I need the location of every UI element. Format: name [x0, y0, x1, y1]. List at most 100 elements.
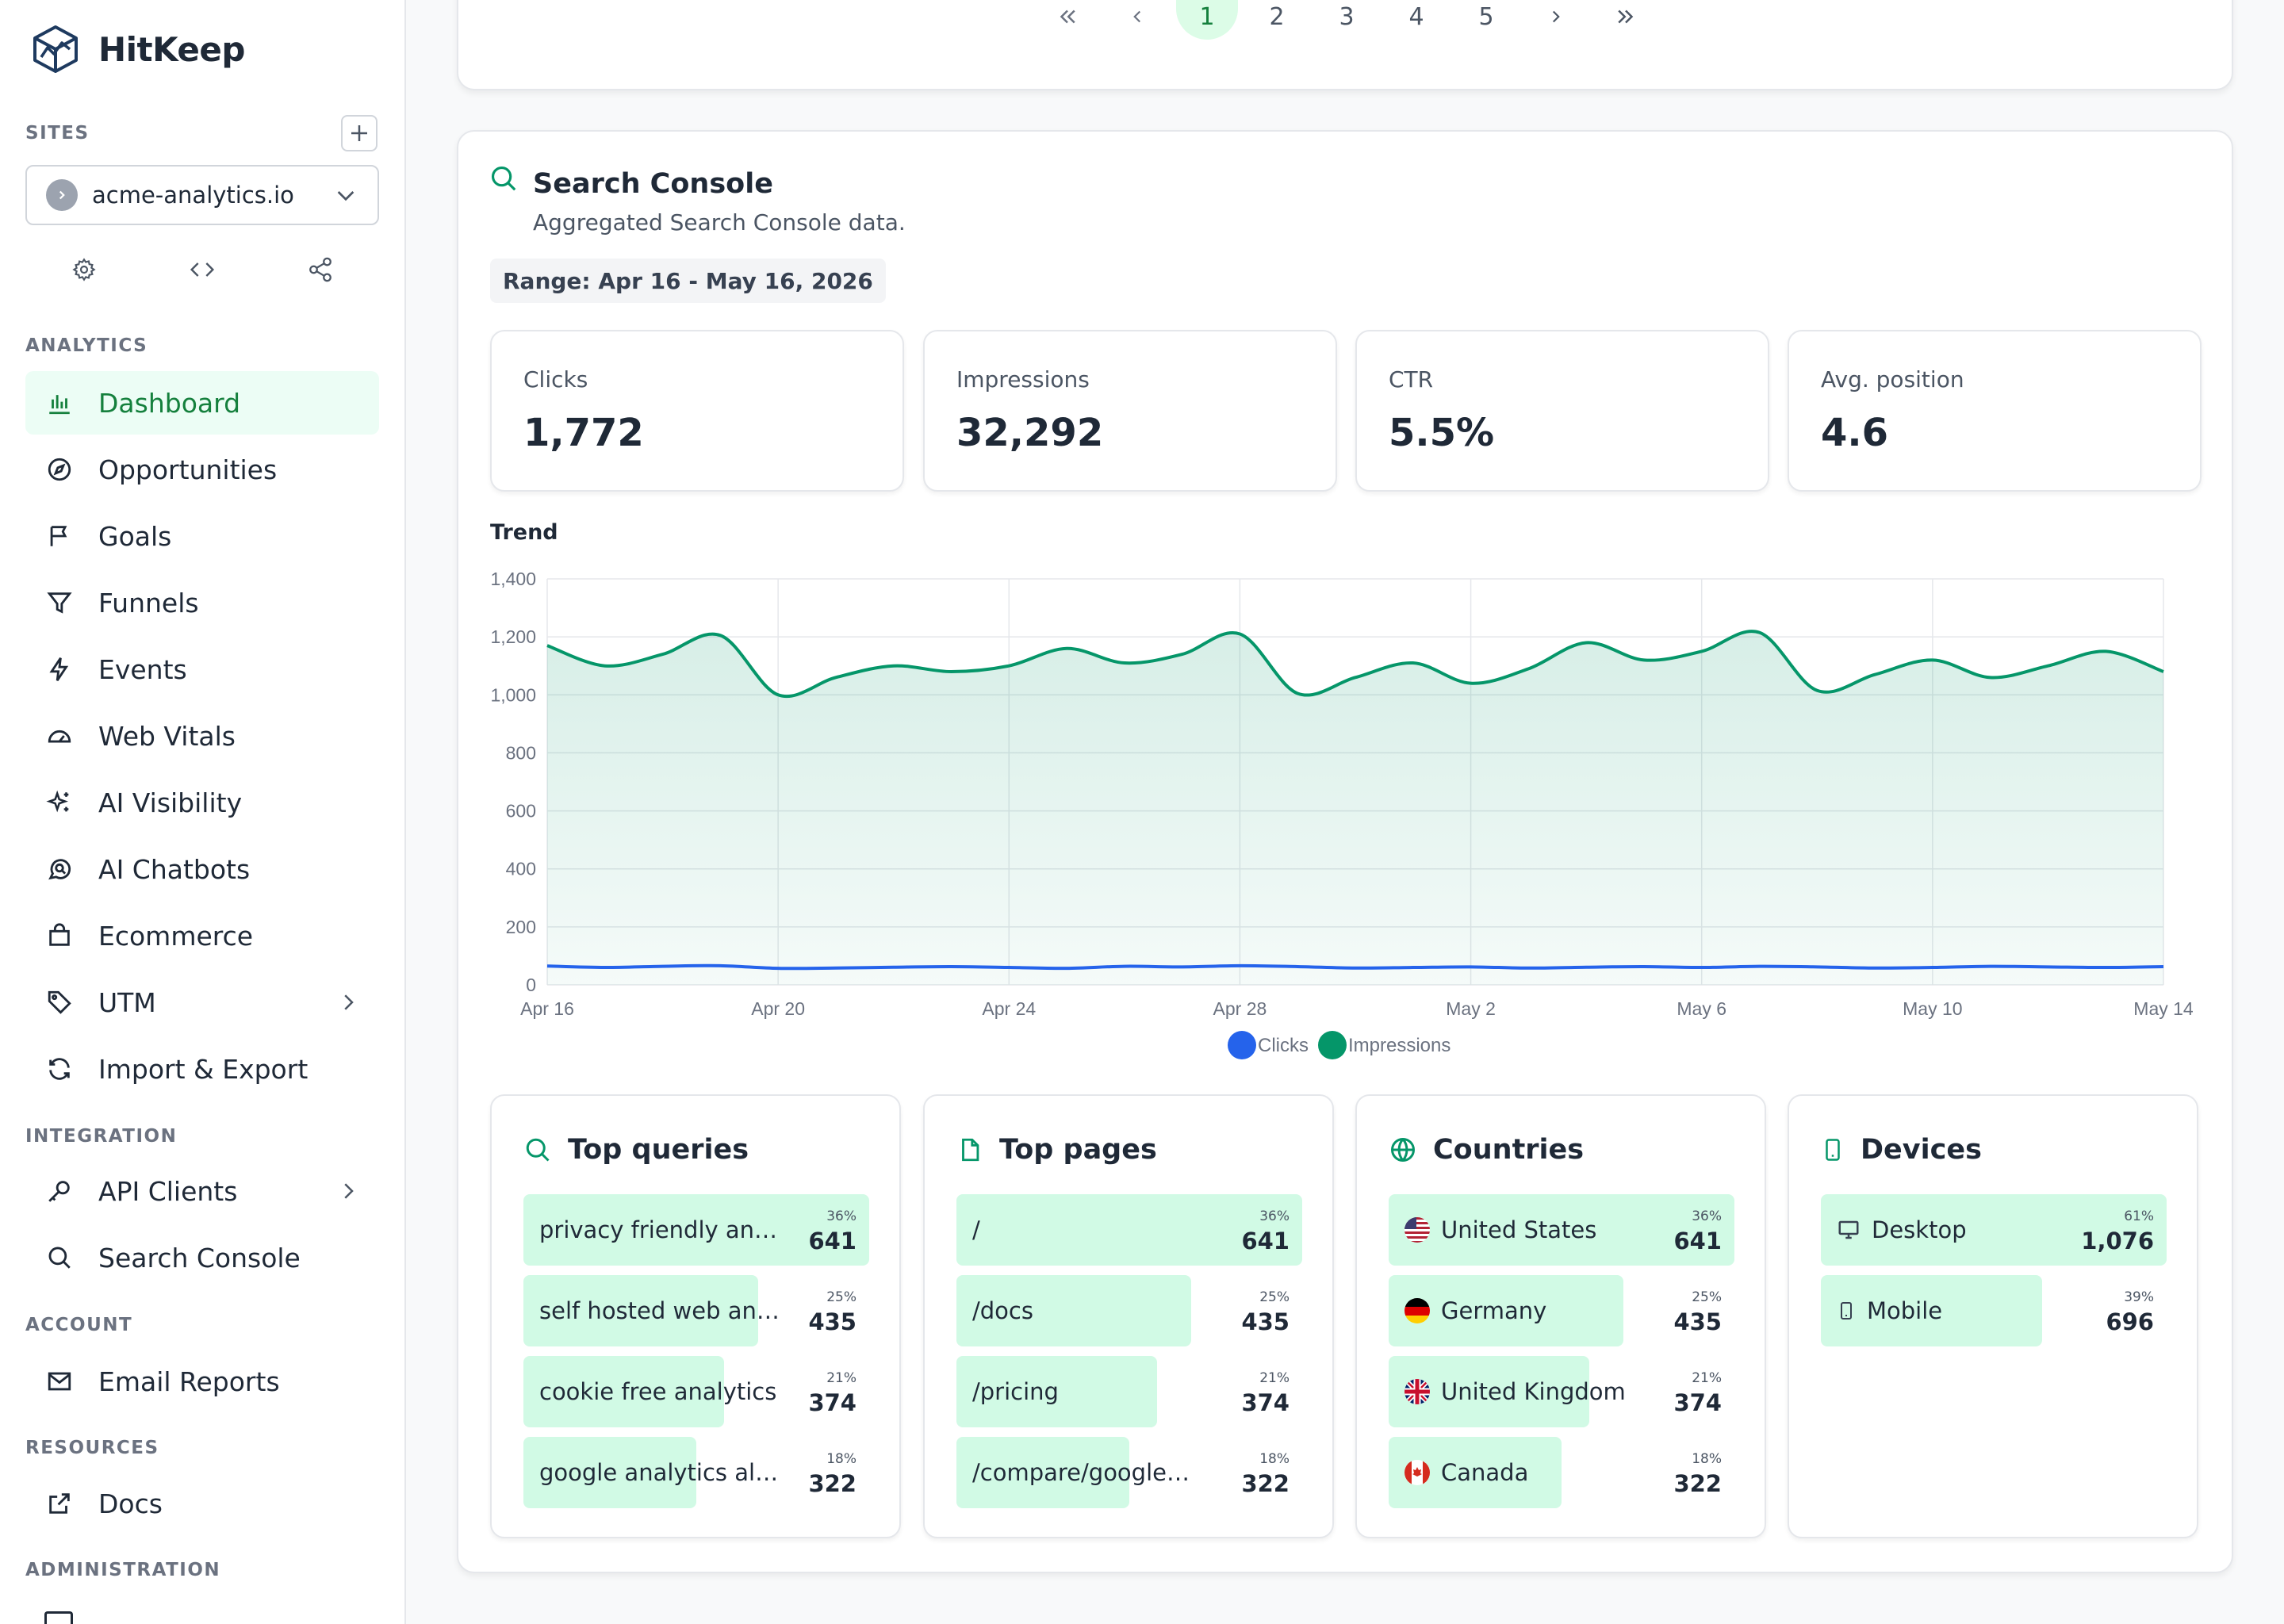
integration-section-label: INTEGRATION: [25, 1126, 178, 1147]
list-item[interactable]: Desktop 61% 1,076: [1821, 1194, 2167, 1266]
page-4-button[interactable]: 4: [1408, 2, 1424, 31]
site-select[interactable]: acme-analytics.io: [25, 165, 379, 225]
row-label: /: [972, 1194, 980, 1266]
row-percent: 36%: [1692, 1208, 1722, 1224]
row-label-text: Canada: [1441, 1459, 1529, 1486]
row-label: /docs: [972, 1275, 1033, 1346]
external-link-icon: [44, 1488, 75, 1519]
share-bar: [1389, 1194, 1734, 1266]
sidebar-item-ai-chatbots[interactable]: AI Chatbots: [25, 837, 379, 901]
list-item[interactable]: Germany 25% 435: [1389, 1275, 1734, 1346]
row-value: 322: [1673, 1470, 1722, 1497]
list-item[interactable]: /docs 25% 435: [956, 1275, 1302, 1346]
list-item[interactable]: Canada 18% 322: [1389, 1437, 1734, 1508]
x-tick-label: Apr 20: [751, 998, 805, 1019]
stat-value: 5.5%: [1389, 411, 1495, 455]
sidebar-item-goals[interactable]: Goals: [25, 504, 379, 568]
code-icon[interactable]: [183, 252, 221, 287]
share-bar: [523, 1275, 759, 1346]
row-percent: 25%: [1259, 1289, 1290, 1305]
first-page-button[interactable]: [1033, 0, 1102, 40]
list-item[interactable]: cookie free analytics 21% 374: [523, 1356, 869, 1427]
list-item[interactable]: Mobile 39% 696: [1821, 1275, 2167, 1346]
last-page-button[interactable]: [1591, 0, 1661, 40]
administration-section-label: ADMINISTRATION: [25, 1560, 221, 1580]
add-site-button[interactable]: [341, 115, 377, 151]
row-value: 374: [1673, 1389, 1722, 1416]
next-page-button[interactable]: [1521, 0, 1591, 40]
search-icon: [489, 163, 519, 193]
share-bar: [523, 1437, 696, 1508]
sidebar-item-dashboard[interactable]: Dashboard: [25, 371, 379, 435]
sidebar-item-events[interactable]: Events: [25, 638, 379, 701]
row-label-text: self hosted web an…: [539, 1297, 780, 1324]
row-value: 374: [808, 1389, 856, 1416]
sidebar-item-ai-visibility[interactable]: AI Visibility: [25, 771, 379, 834]
top-queries-panel: Top queries privacy friendly an… 36% 641 se…: [490, 1094, 901, 1538]
brand[interactable]: HitKeep: [32, 24, 245, 75]
clicks-series-line: [546, 963, 2164, 971]
sidebar: HitKeep SITES acme-analytics.io ANALYTIC…: [0, 0, 406, 1624]
sidebar-item-web-vitals[interactable]: Web Vitals: [25, 704, 379, 768]
list-item[interactable]: United States 36% 641: [1389, 1194, 1734, 1266]
row-percent: 21%: [1259, 1370, 1290, 1386]
stat-card-clicks: Clicks 1,772: [490, 330, 904, 492]
sidebar-item-funnels[interactable]: Funnels: [25, 571, 379, 634]
x-tick-label: May 6: [1677, 998, 1726, 1019]
page-5-button[interactable]: 5: [1478, 2, 1494, 31]
list-item[interactable]: United Kingdom 21% 374: [1389, 1356, 1734, 1427]
prev-page-button[interactable]: [1102, 0, 1172, 40]
row-label: self hosted web an…: [539, 1275, 780, 1346]
analytics-section-label: ANALYTICS: [25, 335, 148, 356]
share-bar: [1821, 1194, 2167, 1266]
list-item[interactable]: /compare/google… 18% 322: [956, 1437, 1302, 1508]
y-tick-label: 400: [506, 859, 536, 879]
refresh-icon: [44, 1054, 75, 1084]
sidebar-item-utm[interactable]: UTM: [25, 971, 379, 1034]
file-icon: [956, 1136, 983, 1164]
chevron-right-icon: [336, 990, 360, 1014]
sidebar-item-search-console[interactable]: Search Console: [25, 1226, 379, 1289]
share-icon[interactable]: [301, 252, 339, 287]
sidebar-item-api-clients[interactable]: API Clients: [25, 1159, 379, 1223]
row-label-text: cookie free analytics: [539, 1378, 777, 1405]
row-label-text: /: [972, 1216, 980, 1243]
page-2-button[interactable]: 2: [1269, 2, 1285, 31]
x-tick-label: Apr 24: [982, 998, 1036, 1019]
flag-gb-icon: [1405, 1379, 1430, 1404]
share-bar: [956, 1437, 1129, 1508]
mail-icon: [44, 1366, 75, 1396]
flag-icon: [44, 521, 75, 551]
sidebar-item-label: Goals: [98, 520, 172, 552]
phone-icon: [1837, 1299, 1856, 1323]
share-bar: [956, 1275, 1192, 1346]
row-percent: 61%: [2124, 1208, 2154, 1224]
list-item[interactable]: /pricing 21% 374: [956, 1356, 1302, 1427]
stat-value: 1,772: [523, 411, 644, 455]
key-icon: [44, 1176, 75, 1206]
stat-card-impressions: Impressions 32,292: [923, 330, 1337, 492]
list-item[interactable]: self hosted web an… 25% 435: [523, 1275, 869, 1346]
row-label: United States: [1405, 1194, 1596, 1266]
list-item[interactable]: google analytics al… 18% 322: [523, 1437, 869, 1508]
sidebar-item-opportunities[interactable]: Opportunities: [25, 438, 379, 501]
gear-icon[interactable]: [65, 252, 103, 287]
share-bar: [523, 1356, 724, 1427]
sidebar-item-email-reports[interactable]: Email Reports: [25, 1350, 379, 1413]
table-card: 1 2 3 4 5: [457, 0, 2233, 90]
sidebar-item-docs[interactable]: Docs: [25, 1472, 379, 1535]
chevron-down-icon: [333, 182, 358, 208]
panel-title: Top pages: [999, 1134, 1157, 1166]
row-percent: 18%: [1692, 1451, 1722, 1467]
list-item[interactable]: privacy friendly an… 36% 641: [523, 1194, 869, 1266]
page-3-button[interactable]: 3: [1339, 2, 1355, 31]
sidebar-item-ecommerce[interactable]: Ecommerce: [25, 904, 379, 967]
stat-label: Avg. position: [1821, 366, 1964, 393]
list-item[interactable]: / 36% 641: [956, 1194, 1302, 1266]
section-title: Search Console: [533, 168, 773, 200]
search-icon: [523, 1136, 552, 1164]
panel-title: Top queries: [568, 1134, 749, 1166]
page-1-button[interactable]: 1: [1176, 0, 1238, 40]
sidebar-item-import-export[interactable]: Import & Export: [25, 1037, 379, 1101]
row-value: 641: [1241, 1228, 1290, 1254]
